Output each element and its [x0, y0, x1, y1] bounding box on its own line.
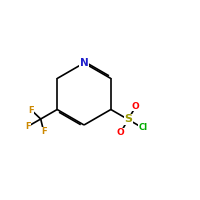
- Text: O: O: [132, 102, 140, 111]
- Text: F: F: [25, 122, 31, 131]
- Text: F: F: [29, 106, 34, 115]
- Text: S: S: [124, 114, 132, 124]
- Text: F: F: [41, 127, 47, 136]
- Text: O: O: [117, 128, 125, 137]
- Text: Cl: Cl: [138, 123, 147, 132]
- Text: N: N: [80, 58, 88, 68]
